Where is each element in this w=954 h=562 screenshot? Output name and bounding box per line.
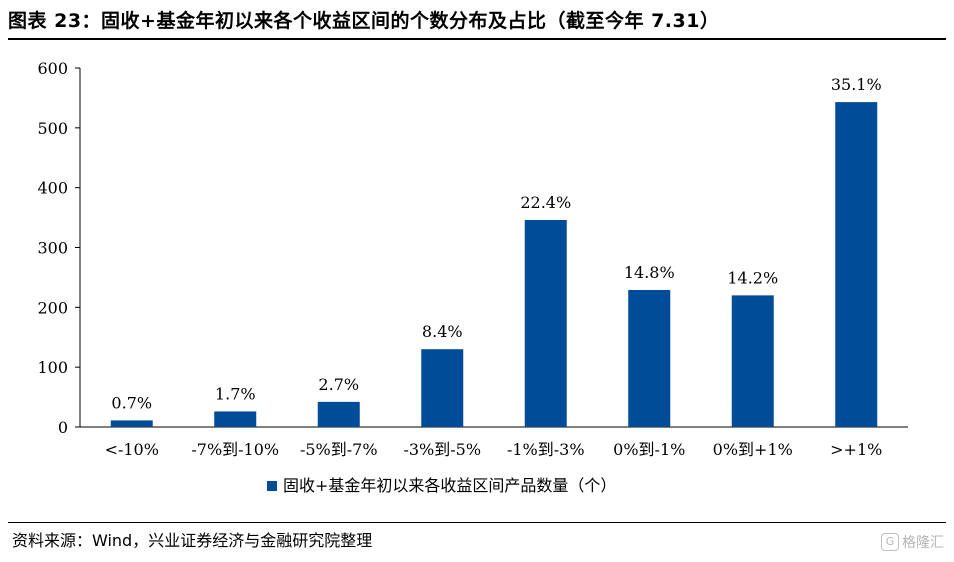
x-tick-label: -1%到-3%: [507, 440, 585, 459]
bar: [524, 219, 567, 427]
y-tick-label: 0: [58, 418, 68, 437]
watermark-logo-icon: G: [881, 533, 899, 551]
data-label: 2.7%: [318, 375, 359, 394]
source-rule: [8, 522, 946, 523]
title-rule: [8, 38, 946, 40]
legend-swatch: [267, 481, 277, 491]
y-tick-label: 200: [37, 298, 68, 317]
data-label: 35.1%: [831, 75, 882, 94]
source-note: 资料来源：Wind，兴业证券经济与金融研究院整理: [12, 531, 373, 550]
bar: [317, 401, 360, 427]
x-tick-label: -5%到-7%: [300, 440, 378, 459]
bar: [731, 295, 774, 427]
bar-chart: 0 100 200 300 400 500 600 0.7% <-10% 1.7% -7%到-10%…: [37, 59, 908, 495]
watermark-text: 格隆汇: [902, 535, 944, 551]
data-label: 22.4%: [520, 193, 571, 212]
data-label: 14.8%: [624, 263, 675, 282]
data-label: 1.7%: [215, 384, 256, 403]
x-tick-label: >+1%: [830, 440, 882, 459]
x-tick-label: -3%到-5%: [403, 440, 481, 459]
data-label: 8.4%: [422, 322, 463, 341]
y-tick-label: 500: [37, 119, 68, 138]
bar: [421, 349, 464, 427]
data-label: 0.7%: [111, 393, 152, 412]
chart-title: 图表 23：固收+基金年初以来各个收益区间的个数分布及占比（截至今年 7.31）: [8, 10, 720, 32]
watermark: G 格隆汇: [881, 532, 944, 552]
x-tick-label: 0%到-1%: [613, 440, 685, 459]
bar: [214, 411, 257, 427]
y-tick-label: 600: [37, 59, 68, 78]
bar: [835, 102, 878, 427]
y-tick-label: 300: [37, 239, 68, 258]
x-tick-label: <-10%: [105, 440, 159, 459]
y-tick-label: 400: [37, 179, 68, 198]
x-tick-label: 0%到+1%: [713, 440, 793, 459]
bar: [110, 420, 153, 427]
y-tick-label: 100: [37, 358, 68, 377]
x-tick-label: -7%到-10%: [191, 440, 279, 459]
bar: [628, 289, 671, 427]
legend-label: 固收+基金年初以来各收益区间产品数量（个）: [283, 476, 616, 495]
data-label: 14.2%: [727, 268, 778, 287]
